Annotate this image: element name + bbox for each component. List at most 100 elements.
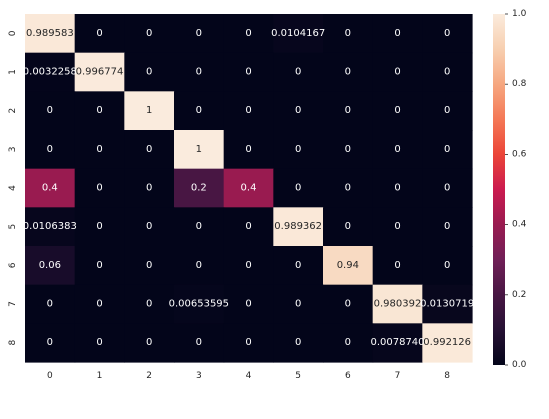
x-tick-label: 8 <box>444 371 450 381</box>
heatmap-cells <box>25 14 473 363</box>
heatmap-cell-label-7-2: 0 <box>146 299 152 310</box>
heatmap-cell-0-8 <box>422 14 473 54</box>
heatmap-cell-label-8-7: 0.0078740 <box>370 337 424 348</box>
heatmap-cell-7-1 <box>74 284 125 324</box>
heatmap-cell-6-7 <box>372 246 423 286</box>
heatmap-cell-label-6-1: 0 <box>96 260 102 271</box>
x-tick-label: 1 <box>97 371 103 381</box>
heatmap-cell-5-8 <box>422 207 473 247</box>
heatmap-cell-3-2 <box>124 130 175 170</box>
heatmap-cell-label-3-2: 0 <box>146 144 152 155</box>
heatmap-cell-label-8-5: 0 <box>295 337 301 348</box>
heatmap-cell-5-1 <box>74 207 125 247</box>
heatmap-cell-label-1-6: 0 <box>345 67 351 78</box>
x-tick-label: 2 <box>146 371 152 381</box>
heatmap-cell-2-2 <box>124 91 175 131</box>
heatmap-cell-1-5 <box>273 52 324 92</box>
heatmap-cell-2-5 <box>273 91 324 131</box>
heatmap-cell-1-1 <box>74 52 125 92</box>
heatmap-cell-label-6-0: 0.06 <box>39 260 61 271</box>
heatmap-cell-7-5 <box>273 284 324 324</box>
heatmap-cell-label-3-0: 0 <box>47 144 53 155</box>
heatmap-cell-label-2-3: 0 <box>196 105 202 116</box>
heatmap-cell-label-5-0: 0.0106383 <box>23 221 77 232</box>
y-tick-label: 6 <box>8 262 18 268</box>
heatmap-cell-label-1-2: 0 <box>146 67 152 78</box>
colorbar-tick-label: 0.0 <box>512 360 527 370</box>
heatmap-cell-label-5-3: 0 <box>196 221 202 232</box>
heatmap-cell-label-7-4: 0 <box>245 299 251 310</box>
colorbar-tick-label: 1.0 <box>512 9 527 19</box>
heatmap-cell-label-7-8: 0.0130719 <box>420 299 474 310</box>
heatmap-cell-6-4 <box>223 246 274 286</box>
heatmap-cell-5-5 <box>273 207 324 247</box>
heatmap-cell-label-1-0: 0.0032258 <box>23 67 77 78</box>
heatmap-cell-0-0 <box>25 14 76 54</box>
heatmap-cell-label-6-2: 0 <box>146 260 152 271</box>
heatmap-cell-label-3-8: 0 <box>444 144 450 155</box>
heatmap-cell-label-0-1: 0 <box>96 28 102 39</box>
heatmap-cell-label-1-8: 0 <box>444 67 450 78</box>
heatmap-cell-2-0 <box>25 91 76 131</box>
heatmap-cell-label-3-5: 0 <box>295 144 301 155</box>
heatmap-cell-3-4 <box>223 130 274 170</box>
heatmap-cell-label-8-6: 0 <box>345 337 351 348</box>
y-tick-label: 1 <box>8 69 18 75</box>
y-tick-label: 3 <box>8 146 18 152</box>
y-tick-label: 7 <box>8 301 18 307</box>
heatmap-cell-1-7 <box>372 52 423 92</box>
heatmap-cell-7-6 <box>323 284 374 324</box>
heatmap-cell-label-6-3: 0 <box>196 260 202 271</box>
heatmap-cell-6-5 <box>273 246 324 286</box>
heatmap-cell-8-3 <box>174 323 225 363</box>
heatmap-cell-7-3 <box>174 284 225 324</box>
heatmap-cell-4-0 <box>25 168 76 208</box>
heatmap-cell-label-8-2: 0 <box>146 337 152 348</box>
heatmap-cell-label-6-5: 0 <box>295 260 301 271</box>
heatmap-cell-label-4-6: 0 <box>345 183 351 194</box>
heatmap-cell-label-2-8: 0 <box>444 105 450 116</box>
heatmap-cell-label-7-6: 0 <box>345 299 351 310</box>
heatmap-cell-6-1 <box>74 246 125 286</box>
heatmap-cell-label-8-8: 0.992126 <box>423 337 471 348</box>
heatmap-cell-label-0-5: 0.0104167 <box>271 28 325 39</box>
heatmap-cell-label-4-4: 0.4 <box>241 183 257 194</box>
heatmap-cell-label-7-1: 0 <box>96 299 102 310</box>
heatmap-cell-label-8-0: 0 <box>47 337 53 348</box>
heatmap-cell-label-3-3: 1 <box>196 144 202 155</box>
heatmap-cell-5-4 <box>223 207 274 247</box>
heatmap-cell-1-4 <box>223 52 274 92</box>
heatmap-cell-5-7 <box>372 207 423 247</box>
heatmap-cell-label-3-6: 0 <box>345 144 351 155</box>
heatmap-cell-label-2-4: 0 <box>245 105 251 116</box>
heatmap-cell-7-7 <box>372 284 423 324</box>
y-tick-label: 4 <box>8 185 18 191</box>
heatmap-cell-label-1-1: 0.996774 <box>76 67 124 78</box>
heatmap-cell-1-8 <box>422 52 473 92</box>
x-tick-label: 7 <box>395 371 401 381</box>
heatmap-cell-label-5-5: 0.989362 <box>274 221 322 232</box>
heatmap-cell-5-0 <box>25 207 76 247</box>
heatmap-cell-label-0-3: 0 <box>196 28 202 39</box>
heatmap-cell-label-2-5: 0 <box>295 105 301 116</box>
heatmap-cell-0-3 <box>174 14 225 54</box>
heatmap-cell-label-3-1: 0 <box>96 144 102 155</box>
heatmap-cell-label-2-1: 0 <box>96 105 102 116</box>
y-tick-label: 0 <box>8 30 18 36</box>
heatmap-cell-3-3 <box>174 130 225 170</box>
y-axis-ticks: 0 1 2 3 4 5 6 7 8 <box>8 30 18 345</box>
heatmap-cell-label-8-4: 0 <box>245 337 251 348</box>
heatmap-cell-8-4 <box>223 323 274 363</box>
heatmap-cell-labels: 0.989583 0 0 0 0 0.0104167 0 0 0 0.00322580.99677… <box>23 28 474 348</box>
heatmap-cell-6-3 <box>174 246 225 286</box>
x-tick-label: 5 <box>295 371 301 381</box>
heatmap-cell-1-0 <box>25 52 76 92</box>
colorbar-tick-label: 0.4 <box>512 220 527 230</box>
heatmap-cell-label-5-4: 0 <box>245 221 251 232</box>
heatmap-cell-0-5 <box>273 14 324 54</box>
heatmap-cell-label-6-8: 0 <box>444 260 450 271</box>
heatmap-cell-4-2 <box>124 168 175 208</box>
heatmap-cell-label-0-4: 0 <box>245 28 251 39</box>
heatmap-cell-4-7 <box>372 168 423 208</box>
heatmap-cell-1-2 <box>124 52 175 92</box>
